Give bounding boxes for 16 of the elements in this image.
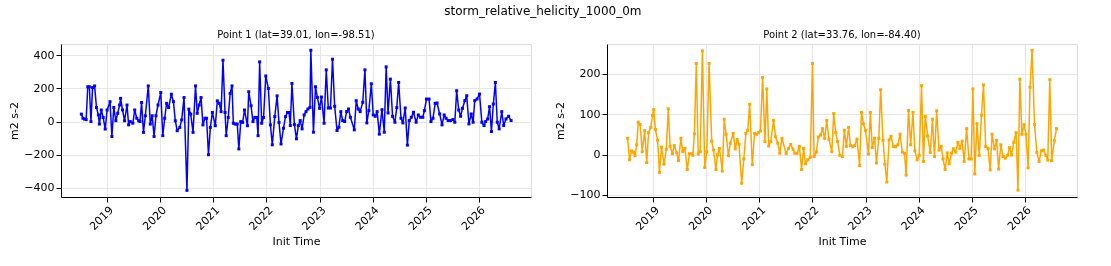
y-tick-label: 0 xyxy=(47,115,55,129)
y-tick-label: 400 xyxy=(33,48,55,62)
y-tick-label: −200 xyxy=(24,148,55,162)
y-axis-title: m2 s-2 xyxy=(8,102,22,140)
y-tick-label: 100 xyxy=(579,107,601,121)
y-tick-label: −100 xyxy=(570,188,601,202)
chart-title: storm_relative_helicity_1000_0m xyxy=(444,3,642,18)
y-tick-label: 200 xyxy=(33,81,55,95)
y-tick-label: −400 xyxy=(24,181,55,195)
chart-subtitle: Point 2 (lat=33.76, lon=-84.40) xyxy=(763,29,921,40)
x-axis-title: Init Time xyxy=(818,235,867,249)
chart-subtitle: Point 1 (lat=39.01, lon=-98.51) xyxy=(217,29,375,40)
y-tick-label: 200 xyxy=(579,67,601,81)
y-tick-label: 0 xyxy=(593,148,601,161)
x-axis-title: Init Time xyxy=(272,235,321,249)
y-axis-title: m2 s-2 xyxy=(554,102,568,140)
